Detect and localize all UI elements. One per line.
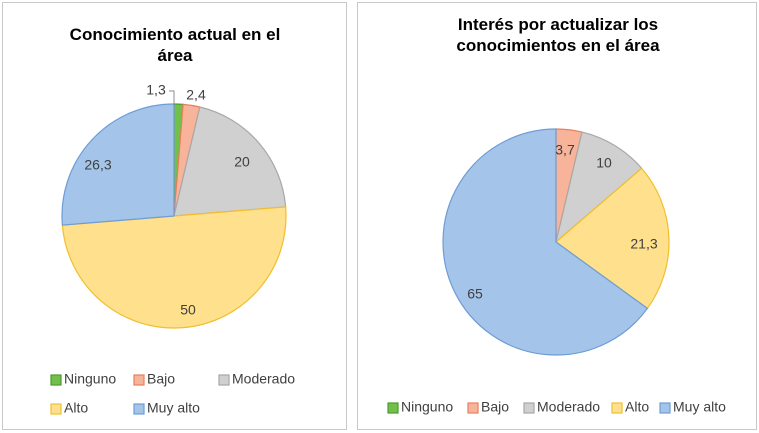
chart-title-line-2: área [158, 46, 194, 65]
legend-swatch-alto [611, 402, 623, 414]
data-label-muy-alto: 26,3 [84, 157, 111, 173]
data-label-moderado: 10 [596, 155, 612, 171]
data-label-bajo: 3,7 [555, 142, 575, 158]
pie-chart-interes: Interés por actualizar los conocimientos… [387, 15, 726, 415]
legend-label-ninguno: Ninguno [64, 371, 116, 387]
chart-panel-conocimiento: Conocimiento actual en el área 1,3 2,4 20 5… [2, 2, 347, 430]
legend-item-alto: Alto [611, 399, 649, 415]
pie-slice-muy-alto [61, 103, 175, 226]
legend-swatch-muy-alto [133, 403, 145, 415]
data-label-ninguno: 1,3 [146, 82, 166, 98]
legend-item-ninguno: Ninguno [50, 371, 116, 387]
legend-item-bajo: Bajo [467, 399, 509, 415]
chart-panel-interes: Interés por actualizar los conocimientos… [357, 2, 757, 430]
legend-swatch-moderado [523, 402, 535, 414]
pie-slice-moderado [173, 106, 287, 217]
data-label-bajo: 2,4 [186, 87, 206, 103]
data-label-muy-alto: 65 [467, 286, 483, 302]
pie-slice-muy-alto [442, 128, 649, 356]
chart-title-line-1: Interés por actualizar los [458, 15, 658, 34]
legend-item-alto: Alto [50, 400, 88, 416]
legend-label-bajo: Bajo [481, 399, 509, 415]
legend-swatch-ninguno [387, 402, 399, 414]
legend-item-bajo: Bajo [133, 371, 175, 387]
legend-label-muy-alto: Muy alto [147, 400, 200, 416]
legend-label-ninguno: Ninguno [401, 399, 453, 415]
legend-swatch-moderado [218, 374, 230, 386]
legend-item-moderado: Moderado [218, 371, 295, 387]
data-label-moderado: 20 [234, 154, 250, 170]
pie-chart-conocimiento: Conocimiento actual en el área 1,3 2,4 20 5… [50, 25, 295, 416]
legend-label-moderado: Moderado [537, 399, 600, 415]
legend-swatch-alto [50, 403, 62, 415]
legend-label-muy-alto: Muy alto [673, 399, 726, 415]
pie-slice-moderado [554, 131, 643, 244]
legend-label-moderado: Moderado [232, 371, 295, 387]
legend-label-alto: Alto [64, 400, 88, 416]
leader-line-ninguno [169, 90, 175, 106]
legend-item-moderado: Moderado [523, 399, 600, 415]
legend-label-bajo: Bajo [147, 371, 175, 387]
legend-swatch-muy-alto [659, 402, 671, 414]
chart-title-line-1: Conocimiento actual en el [70, 25, 281, 44]
legend-swatch-ninguno [50, 374, 62, 386]
pie-slice-alto [61, 206, 287, 329]
chart-title-line-2: conocimientos en el área [456, 36, 660, 55]
data-label-alto: 21,3 [630, 236, 657, 252]
legend-swatch-bajo [467, 402, 479, 414]
pie-slice-alto [555, 167, 670, 310]
data-label-alto: 50 [180, 302, 196, 318]
legend-item-muy-alto: Muy alto [133, 400, 200, 416]
legend-label-alto: Alto [625, 399, 649, 415]
legend-item-ninguno: Ninguno [387, 399, 453, 415]
legend-swatch-bajo [133, 374, 145, 386]
legend-item-muy-alto: Muy alto [659, 399, 726, 415]
